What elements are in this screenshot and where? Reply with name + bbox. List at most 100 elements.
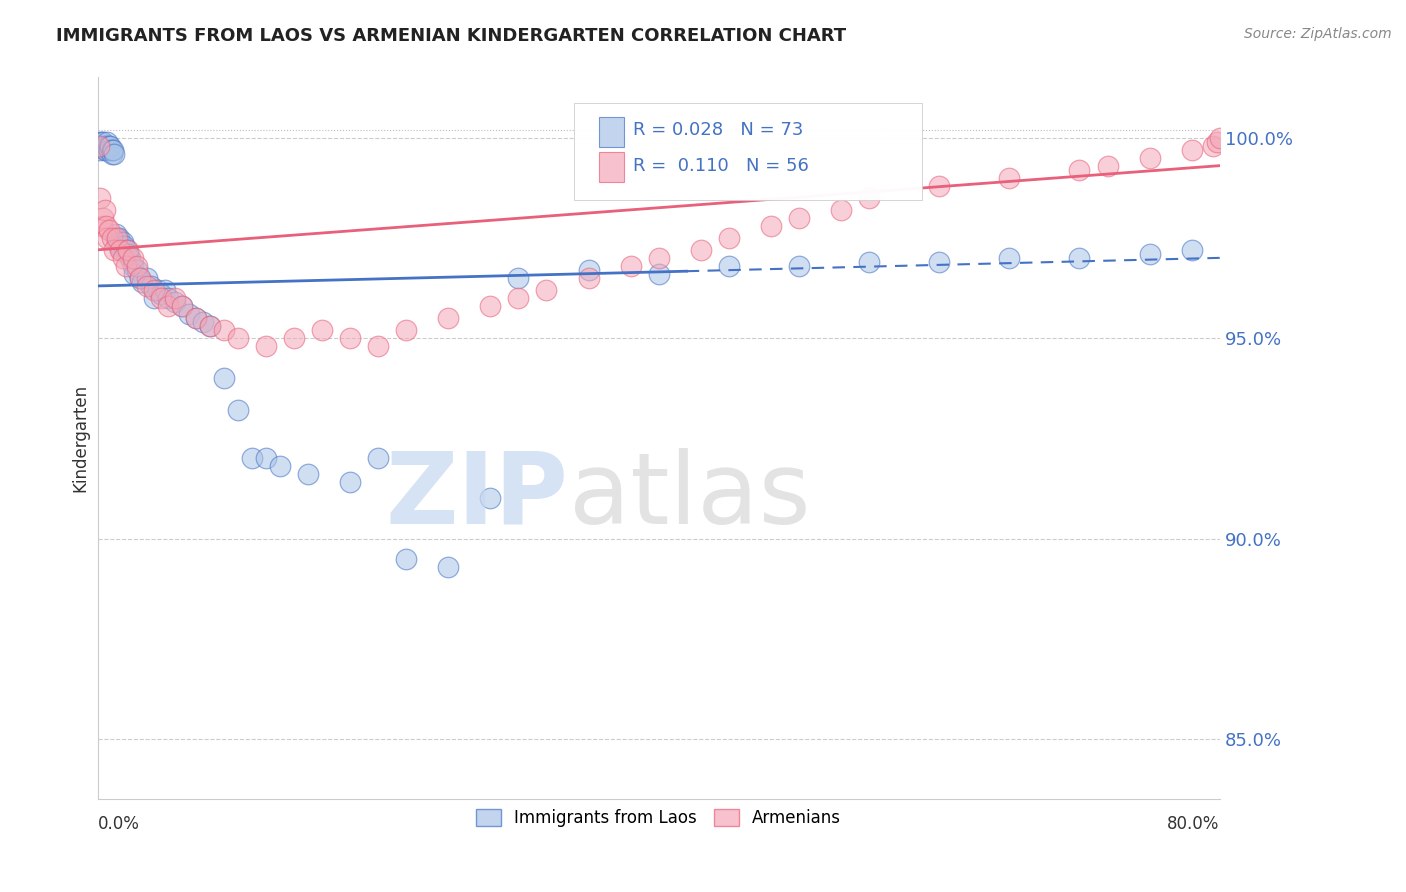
Point: [508, 271, 530, 285]
Point: [998, 251, 1021, 265]
Point: [759, 219, 782, 233]
Text: ZIP: ZIP: [387, 448, 569, 544]
Point: [226, 403, 249, 417]
Point: [91, 138, 114, 153]
Point: [114, 259, 136, 273]
Point: [1202, 138, 1225, 153]
Point: [135, 271, 157, 285]
Point: [117, 247, 139, 261]
Point: [121, 251, 143, 265]
Point: [620, 259, 643, 273]
Point: [339, 475, 361, 490]
Point: [90, 138, 112, 153]
Point: [578, 271, 600, 285]
Point: [395, 323, 418, 337]
Point: [254, 339, 277, 353]
Point: [111, 251, 134, 265]
Text: atlas: atlas: [569, 448, 810, 544]
Point: [131, 275, 153, 289]
Point: [163, 291, 186, 305]
Point: [858, 191, 880, 205]
Point: [198, 318, 221, 333]
Text: IMMIGRANTS FROM LAOS VS ARMENIAN KINDERGARTEN CORRELATION CHART: IMMIGRANTS FROM LAOS VS ARMENIAN KINDERG…: [56, 27, 846, 45]
Point: [578, 263, 600, 277]
Point: [142, 283, 165, 297]
Point: [1206, 135, 1229, 149]
Point: [1139, 247, 1161, 261]
Point: [240, 451, 263, 466]
Point: [191, 315, 214, 329]
Point: [928, 178, 950, 193]
Bar: [599, 152, 624, 182]
Point: [437, 559, 460, 574]
Point: [146, 283, 169, 297]
Point: [96, 135, 118, 149]
Point: [107, 239, 129, 253]
Point: [198, 318, 221, 333]
Point: [105, 231, 128, 245]
Point: [717, 259, 740, 273]
Point: [367, 339, 389, 353]
Point: [125, 263, 148, 277]
Point: [91, 135, 114, 149]
Point: [112, 239, 135, 253]
Point: [395, 551, 418, 566]
Text: Source: ZipAtlas.com: Source: ZipAtlas.com: [1244, 27, 1392, 41]
Point: [100, 143, 122, 157]
Point: [437, 311, 460, 326]
Point: [90, 219, 112, 233]
Point: [998, 170, 1021, 185]
Point: [787, 211, 810, 225]
Point: [170, 299, 193, 313]
Point: [93, 138, 115, 153]
Point: [111, 235, 134, 249]
Point: [508, 291, 530, 305]
Point: [283, 331, 305, 345]
Point: [170, 299, 193, 313]
Bar: [599, 117, 624, 147]
Point: [108, 243, 131, 257]
Point: [212, 323, 235, 337]
Point: [101, 143, 124, 157]
Point: [94, 143, 117, 157]
Point: [689, 243, 711, 257]
Point: [1181, 143, 1204, 157]
Point: [97, 138, 120, 153]
Point: [103, 243, 125, 257]
Point: [153, 283, 176, 297]
Point: [647, 267, 669, 281]
Point: [94, 219, 117, 233]
Point: [94, 138, 117, 153]
Point: [93, 202, 115, 217]
Point: [135, 279, 157, 293]
Y-axis label: Kindergarten: Kindergarten: [72, 384, 89, 492]
FancyBboxPatch shape: [575, 103, 922, 200]
Point: [97, 223, 120, 237]
Point: [1097, 159, 1119, 173]
Point: [297, 467, 319, 482]
Point: [107, 231, 129, 245]
Point: [114, 243, 136, 257]
Point: [93, 143, 115, 157]
Point: [96, 231, 118, 245]
Point: [100, 146, 122, 161]
Point: [142, 291, 165, 305]
Point: [121, 259, 143, 273]
Point: [96, 138, 118, 153]
Legend: Immigrants from Laos, Armenians: Immigrants from Laos, Armenians: [470, 803, 848, 834]
Point: [177, 307, 200, 321]
Point: [122, 267, 145, 281]
Point: [156, 299, 179, 313]
Point: [339, 331, 361, 345]
Point: [1181, 243, 1204, 257]
Point: [90, 135, 112, 149]
Point: [89, 143, 111, 157]
Point: [89, 191, 111, 205]
Point: [118, 251, 141, 265]
Point: [104, 231, 127, 245]
Point: [149, 287, 172, 301]
Point: [149, 291, 172, 305]
Point: [479, 299, 502, 313]
Point: [87, 138, 110, 153]
Point: [125, 259, 148, 273]
